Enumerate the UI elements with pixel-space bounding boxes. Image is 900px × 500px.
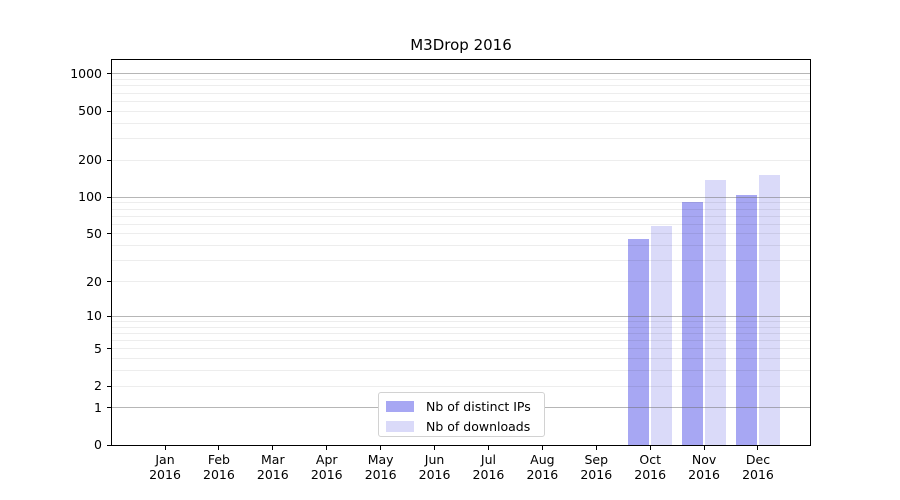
y-tick-mark [107, 73, 111, 75]
y-tick-label: 100 [78, 189, 102, 205]
minor-gridline [112, 223, 810, 225]
minor-gridline [112, 138, 810, 140]
minor-gridline [112, 85, 810, 87]
legend-label-downloads: Nb of downloads [426, 418, 531, 434]
major-gridline [112, 315, 810, 317]
legend-swatch-downloads [386, 420, 414, 432]
y-tick-label: 200 [78, 152, 102, 168]
bar-downloads-dec [758, 174, 780, 445]
y-tick-mark [107, 385, 111, 387]
minor-gridline [112, 260, 810, 262]
minor-gridline [112, 233, 810, 235]
minor-gridline [112, 326, 810, 328]
minor-gridline [112, 348, 810, 350]
y-tick-label: 5 [94, 340, 102, 356]
minor-gridline [112, 100, 810, 102]
chart-title: M3Drop 2016 [410, 36, 512, 54]
y-tick-mark [107, 315, 111, 317]
bar-distinct-ips-dec [735, 194, 757, 445]
x-tick-mark [487, 446, 489, 450]
x-tick-mark [757, 446, 759, 450]
x-tick-label-nov: Nov 2016 [688, 452, 720, 482]
y-tick-mark [107, 110, 111, 112]
x-tick-mark [326, 446, 328, 450]
y-tick-label: 1 [94, 399, 102, 415]
y-tick-label: 10 [86, 308, 102, 324]
minor-gridline [112, 281, 810, 282]
y-tick-mark [107, 281, 111, 282]
bar-distinct-ips-oct [628, 239, 650, 445]
x-tick-mark [703, 446, 705, 450]
minor-gridline [112, 110, 810, 112]
x-tick-label-aug: Aug 2016 [526, 452, 559, 482]
x-tick-mark [164, 446, 166, 450]
minor-gridline [112, 332, 810, 334]
legend-swatch-distinct-ips [386, 400, 414, 412]
legend-label-distinct-ips: Nb of distinct IPs [426, 398, 531, 414]
minor-gridline [112, 358, 810, 360]
minor-gridline [112, 202, 810, 204]
x-tick-mark [541, 446, 543, 450]
major-gridline [112, 196, 810, 198]
y-tick-label: 50 [86, 225, 102, 241]
x-tick-mark [218, 446, 220, 450]
y-tick-label: 0 [94, 437, 102, 452]
x-tick-mark [380, 446, 382, 450]
y-tick-label: 2 [94, 378, 102, 393]
y-tick-mark [107, 444, 111, 446]
legend: Nb of distinct IPs Nb of downloads [378, 392, 545, 437]
x-tick-mark [272, 446, 274, 450]
minor-gridline [112, 92, 810, 94]
y-tick-mark [107, 348, 111, 350]
x-tick-label-mar: Mar 2016 [256, 452, 289, 482]
minor-gridline [112, 79, 810, 81]
x-tick-mark [595, 446, 597, 450]
y-tick-mark [107, 233, 111, 235]
bars-layer [112, 60, 810, 445]
legend-item-downloads: Nb of downloads [386, 416, 544, 436]
minor-gridline [112, 340, 810, 341]
y-tick-mark [107, 196, 111, 198]
y-tick-mark [107, 159, 111, 161]
bar-distinct-ips-nov [682, 201, 704, 445]
minor-gridline [112, 320, 810, 322]
minor-gridline [112, 208, 810, 210]
grid-layer [112, 60, 810, 445]
y-tick-label: 20 [86, 273, 102, 289]
bar-downloads-oct [651, 226, 673, 445]
bar-downloads-nov [705, 180, 727, 445]
minor-gridline [112, 215, 810, 217]
x-tick-label-dec: Dec 2016 [742, 452, 774, 482]
x-tick-label-jul: Jul 2016 [472, 452, 505, 482]
x-tick-label-jan: Jan 2016 [149, 452, 181, 482]
minor-gridline [112, 159, 810, 161]
x-tick-label-may: May 2016 [364, 452, 397, 482]
x-tick-label-sep: Sep 2016 [580, 452, 613, 482]
x-tick-mark [649, 446, 651, 450]
major-gridline [112, 73, 810, 75]
plot-area [111, 59, 811, 446]
minor-gridline [112, 385, 810, 387]
x-tick-label-apr: Apr 2016 [310, 452, 343, 482]
minor-gridline [112, 370, 810, 372]
x-tick-label-jun: Jun 2016 [418, 452, 451, 482]
minor-gridline [112, 122, 810, 124]
x-tick-label-feb: Feb 2016 [203, 452, 235, 482]
x-tick-mark [434, 446, 436, 450]
minor-gridline [112, 245, 810, 247]
legend-item-distinct-ips: Nb of distinct IPs [386, 396, 544, 416]
y-tick-label: 1000 [70, 65, 102, 81]
y-tick-label: 500 [78, 103, 102, 119]
y-tick-mark [107, 407, 111, 409]
x-tick-label-oct: Oct 2016 [634, 452, 667, 482]
